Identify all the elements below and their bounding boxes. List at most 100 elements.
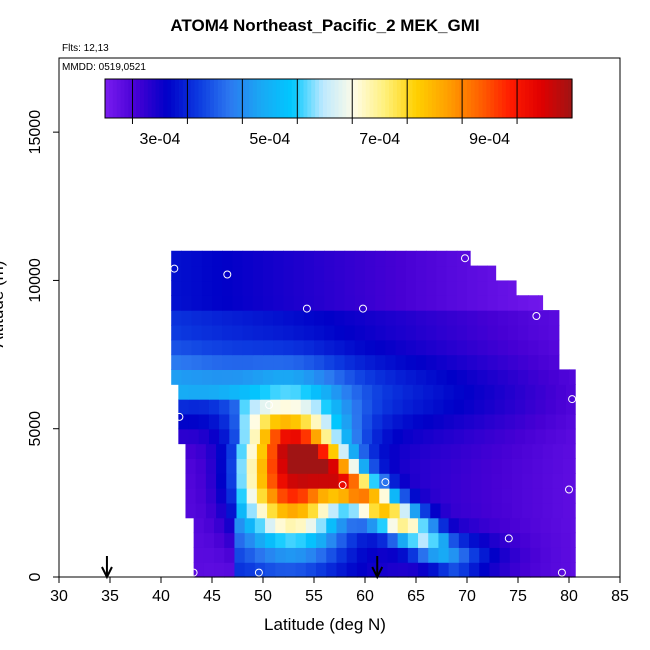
heatmap-cell — [267, 473, 278, 489]
heatmap-cell — [307, 443, 319, 459]
colorbar-segment — [513, 79, 519, 118]
heatmap-cell — [365, 280, 376, 296]
heatmap-cell — [246, 443, 258, 459]
heatmap-cell — [224, 517, 236, 534]
heatmap-cell — [326, 562, 338, 578]
heatmap-cell — [487, 295, 499, 311]
x-tick-label: 45 — [203, 588, 221, 605]
colorbar-segment — [466, 79, 472, 118]
heatmap-cell — [443, 413, 455, 430]
heatmap-cell — [273, 369, 284, 385]
heatmap-cell — [303, 354, 315, 370]
heatmap-cell — [409, 488, 421, 504]
heatmap-cell — [273, 265, 284, 282]
heatmap-cell — [440, 458, 452, 474]
colorbar-segment — [237, 79, 242, 118]
heatmap-cell — [499, 532, 511, 548]
colorbar-segment — [334, 79, 340, 118]
heatmap-cell — [334, 369, 346, 385]
heatmap-cell — [392, 428, 404, 445]
heatmap-cell — [354, 369, 366, 385]
heatmap-cell — [287, 458, 299, 474]
heatmap-cell — [208, 413, 220, 430]
heatmap-cell — [365, 265, 376, 282]
heatmap-cell — [171, 354, 182, 370]
heatmap-cell — [273, 280, 284, 296]
heatmap-cell — [477, 369, 488, 385]
heatmap-cell — [416, 339, 427, 356]
heatmap-cell — [198, 413, 210, 430]
colorbar-segment — [319, 79, 324, 118]
heatmap-cell — [405, 265, 417, 282]
heatmap-cell — [242, 265, 254, 282]
heatmap-cell — [226, 458, 238, 474]
heatmap-cell — [430, 458, 442, 474]
heatmap-cell — [283, 354, 295, 370]
heatmap-cell — [171, 265, 182, 282]
heatmap-cell — [423, 428, 434, 445]
heatmap-cell — [365, 324, 376, 341]
heatmap-cell — [222, 354, 233, 370]
colorbar-segment — [206, 79, 211, 118]
heatmap-cell — [232, 310, 244, 326]
heatmap-cell — [242, 280, 254, 296]
heatmap-cell — [341, 428, 353, 445]
heatmap-cell — [487, 324, 499, 341]
heatmap-cell — [361, 384, 373, 400]
heatmap-cell — [460, 443, 472, 459]
heatmap-cell — [254, 562, 266, 578]
x-tick-label: 65 — [407, 588, 425, 605]
heatmap-cell — [467, 265, 478, 282]
heatmap-cell — [252, 354, 264, 370]
heatmap-cell — [471, 473, 482, 489]
heatmap-cell — [236, 488, 248, 504]
heatmap-cell — [479, 562, 491, 578]
observation-marker — [170, 264, 179, 273]
heatmap-cell — [565, 428, 576, 445]
heatmap-cell — [229, 413, 241, 430]
heatmap-cell — [514, 428, 526, 445]
heatmap-cell — [224, 562, 236, 578]
heatmap-cell — [334, 265, 346, 282]
heatmap-cell — [540, 562, 552, 578]
heatmap-cell — [285, 562, 297, 578]
heatmap-cell — [387, 517, 399, 534]
heatmap-cell — [328, 502, 340, 519]
heatmap-cell — [234, 517, 246, 534]
heatmap-cell — [358, 502, 370, 519]
heatmap-cell — [214, 547, 225, 563]
heatmap-cell — [385, 250, 397, 267]
heatmap-cell — [377, 517, 389, 534]
heatmap-cell — [249, 413, 261, 430]
observation-marker — [565, 485, 573, 494]
heatmap-cell — [181, 295, 193, 311]
heatmap-cell — [171, 280, 182, 296]
heatmap-cell — [509, 547, 521, 563]
heatmap-cell — [569, 369, 576, 385]
heatmap-cell — [518, 369, 529, 385]
heatmap-cell — [219, 399, 230, 415]
heatmap-cell — [456, 265, 468, 282]
heatmap-cell — [463, 413, 475, 430]
colorbar-segment — [171, 79, 176, 118]
colorbar-segment — [517, 79, 523, 118]
heatmap-cell — [270, 428, 281, 445]
heatmap-cell — [321, 384, 332, 400]
observation-marker — [504, 534, 513, 543]
heatmap-cell — [528, 339, 539, 356]
heatmap-cell — [303, 339, 315, 356]
heatmap-cell — [405, 339, 417, 356]
heatmap-cell — [318, 443, 329, 459]
colorbar-segment — [252, 79, 258, 118]
heatmap-cell — [392, 413, 404, 430]
colorbar-segment — [163, 79, 168, 118]
heatmap-cell — [354, 250, 366, 267]
heatmap-cell — [356, 547, 368, 563]
heatmap-cell — [456, 339, 468, 356]
heatmap-cell — [273, 295, 284, 311]
heatmap-cell — [293, 354, 305, 370]
heatmap-cell — [573, 488, 576, 504]
colorbar-segment — [221, 79, 227, 118]
colorbar-segment — [315, 79, 320, 118]
colorbar-segment — [151, 79, 157, 118]
